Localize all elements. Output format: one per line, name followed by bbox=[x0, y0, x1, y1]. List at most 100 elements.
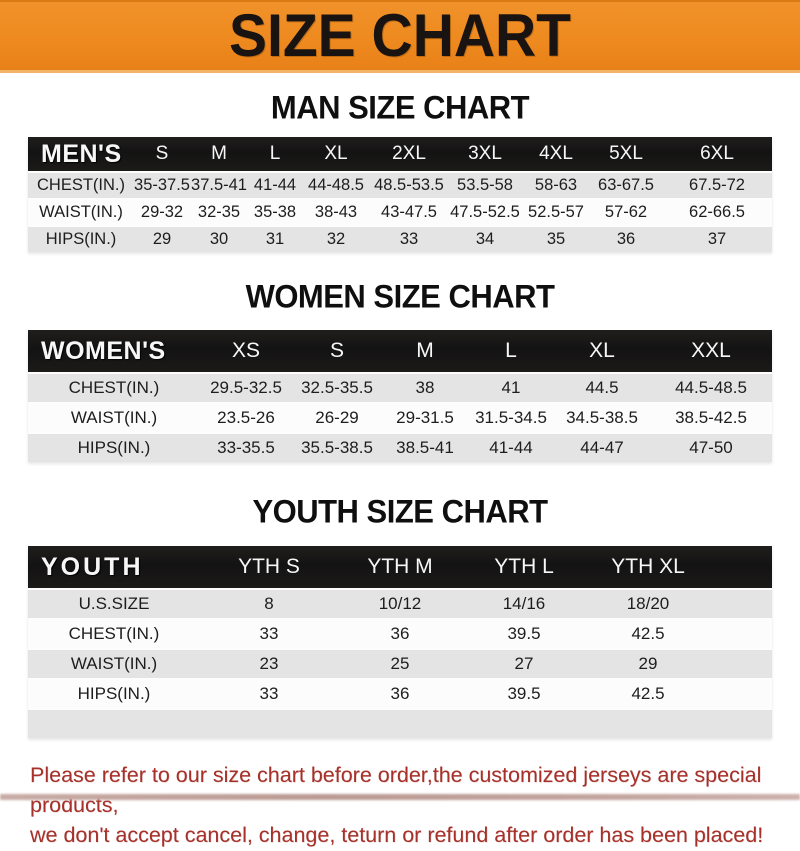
men-size-table: MEN'S S M L XL 2XL 3XL 4XL 5XL 6XL CHEST(IN.) 35-37… bbox=[28, 137, 772, 253]
value-cell: 10/12 bbox=[338, 588, 462, 620]
value-cell: 29.5-32.5 bbox=[200, 372, 292, 404]
measurement-row: CHEST(IN.) 29.5-32.5 32.5-35.5 38 41 44.5 44.5… bbox=[28, 372, 772, 404]
value-cell: 36 bbox=[590, 225, 662, 253]
row-label: CHEST(IN.) bbox=[28, 372, 200, 404]
table-title-cell: WOMEN'S bbox=[28, 330, 200, 375]
measurement-row: WAIST(IN.) 23.5-26 26-29 29-31.5 31.5-34.5 34… bbox=[28, 402, 772, 434]
youth-size-table: YOUTH YTH S YTH M YTH L YTH XL U.S.SIZE 8 10/12… bbox=[28, 546, 772, 739]
measurement-row: HIPS(IN.) 33-35.5 35.5-38.5 38.5-41 41-44 44-… bbox=[28, 432, 772, 463]
row-label: HIPS(IN.) bbox=[28, 225, 134, 253]
value-cell: 39.5 bbox=[462, 618, 586, 650]
value-cell: 35-37.5 bbox=[134, 171, 190, 200]
value-cell: 37 bbox=[662, 225, 772, 253]
row-label: WAIST(IN.) bbox=[28, 198, 134, 227]
value-cell: 34.5-38.5 bbox=[554, 402, 650, 434]
size-header-row: WOMEN'S XS S M L XL XXL bbox=[28, 330, 772, 375]
value-cell: 32.5-35.5 bbox=[292, 372, 382, 404]
value-cell: 38 bbox=[382, 372, 468, 404]
size-header-row: YOUTH YTH S YTH M YTH L YTH XL bbox=[28, 546, 772, 591]
size-column-header: XL bbox=[302, 137, 370, 174]
women-size-table: WOMEN'S XS S M L XL XXL CHEST(IN.) 29.5-32.5 32.5… bbox=[28, 330, 772, 463]
measurement-row: WAIST(IN.) 23 25 27 29 bbox=[28, 648, 772, 680]
value-cell: 44.5-48.5 bbox=[650, 372, 772, 404]
value-cell: 34 bbox=[448, 225, 522, 253]
row-label: HIPS(IN.) bbox=[28, 678, 200, 710]
banner-title: SIZE CHART bbox=[229, 1, 571, 70]
bottom-edge-strip bbox=[0, 794, 800, 800]
value-cell: 43-47.5 bbox=[370, 198, 448, 227]
value-cell: 33 bbox=[200, 678, 338, 710]
value-cell: 48.5-53.5 bbox=[370, 171, 448, 200]
size-column-header: YTH L bbox=[462, 546, 586, 591]
measurement-row: CHEST(IN.) 35-37.5 37.5-41 41-44 44-48.5 48.5… bbox=[28, 171, 772, 200]
measurement-row: CHEST(IN.) 33 36 39.5 42.5 bbox=[28, 618, 772, 650]
size-column-header: S bbox=[134, 137, 190, 174]
value-cell: 29 bbox=[134, 225, 190, 253]
measurement-row: HIPS(IN.) 33 36 39.5 42.5 bbox=[28, 678, 772, 710]
table-footer-strip-cell bbox=[28, 708, 772, 739]
value-cell: 33-35.5 bbox=[200, 432, 292, 463]
value-cell: 33 bbox=[370, 225, 448, 253]
row-label: CHEST(IN.) bbox=[28, 618, 200, 650]
value-cell: 32-35 bbox=[190, 198, 248, 227]
value-cell: 52.5-57 bbox=[522, 198, 590, 227]
value-cell: 31 bbox=[248, 225, 302, 253]
spacer-cell bbox=[710, 618, 772, 650]
value-cell: 58-63 bbox=[522, 171, 590, 200]
value-cell: 26-29 bbox=[292, 402, 382, 434]
table-title-cell: YOUTH bbox=[28, 546, 200, 591]
value-cell: 27 bbox=[462, 648, 586, 680]
value-cell: 29 bbox=[586, 648, 710, 680]
value-cell: 67.5-72 bbox=[662, 171, 772, 200]
size-column-header: M bbox=[190, 137, 248, 174]
value-cell: 62-66.5 bbox=[662, 198, 772, 227]
size-chart-banner: SIZE CHART bbox=[0, 0, 800, 73]
measurement-row: WAIST(IN.) 29-32 32-35 35-38 38-43 43-47.5 47.… bbox=[28, 198, 772, 227]
value-cell: 23.5-26 bbox=[200, 402, 292, 434]
order-policy-note-line2: we don't accept cancel, change, teturn o… bbox=[30, 823, 764, 848]
value-cell: 38.5-41 bbox=[382, 432, 468, 463]
value-cell: 35-38 bbox=[248, 198, 302, 227]
size-column-header: XL bbox=[554, 330, 650, 375]
row-label: HIPS(IN.) bbox=[28, 432, 200, 463]
size-column-header: YTH S bbox=[200, 546, 338, 591]
value-cell: 33 bbox=[200, 618, 338, 650]
measurement-row: HIPS(IN.) 29 30 31 32 33 34 35 36 37 bbox=[28, 225, 772, 253]
youth-size-chart-heading: YOUTH SIZE CHART bbox=[252, 493, 548, 531]
value-cell: 53.5-58 bbox=[448, 171, 522, 200]
value-cell: 47-50 bbox=[650, 432, 772, 463]
size-column-header: 5XL bbox=[590, 137, 662, 174]
value-cell: 44.5 bbox=[554, 372, 650, 404]
value-cell: 14/16 bbox=[462, 588, 586, 620]
value-cell: 38.5-42.5 bbox=[650, 402, 772, 434]
value-cell: 31.5-34.5 bbox=[468, 402, 554, 434]
value-cell: 35 bbox=[522, 225, 590, 253]
value-cell: 37.5-41 bbox=[190, 171, 248, 200]
spacer-cell bbox=[710, 546, 772, 591]
row-label: CHEST(IN.) bbox=[28, 171, 134, 200]
value-cell: 29-32 bbox=[134, 198, 190, 227]
value-cell: 39.5 bbox=[462, 678, 586, 710]
size-column-header: YTH M bbox=[338, 546, 462, 591]
row-label: WAIST(IN.) bbox=[28, 402, 200, 434]
value-cell: 18/20 bbox=[586, 588, 710, 620]
value-cell: 57-62 bbox=[590, 198, 662, 227]
row-label: WAIST(IN.) bbox=[28, 648, 200, 680]
value-cell: 35.5-38.5 bbox=[292, 432, 382, 463]
value-cell: 8 bbox=[200, 588, 338, 620]
size-column-header: 2XL bbox=[370, 137, 448, 174]
table-title-cell: MEN'S bbox=[28, 137, 134, 174]
value-cell: 41-44 bbox=[248, 171, 302, 200]
value-cell: 44-48.5 bbox=[302, 171, 370, 200]
spacer-cell bbox=[710, 588, 772, 620]
value-cell: 41 bbox=[468, 372, 554, 404]
size-column-header: 3XL bbox=[448, 137, 522, 174]
spacer-cell bbox=[710, 678, 772, 710]
value-cell: 47.5-52.5 bbox=[448, 198, 522, 227]
row-label: U.S.SIZE bbox=[28, 588, 200, 620]
size-column-header: M bbox=[382, 330, 468, 375]
value-cell: 32 bbox=[302, 225, 370, 253]
value-cell: 36 bbox=[338, 678, 462, 710]
order-policy-note: Please refer to our size chart before or… bbox=[30, 760, 800, 850]
value-cell: 44-47 bbox=[554, 432, 650, 463]
